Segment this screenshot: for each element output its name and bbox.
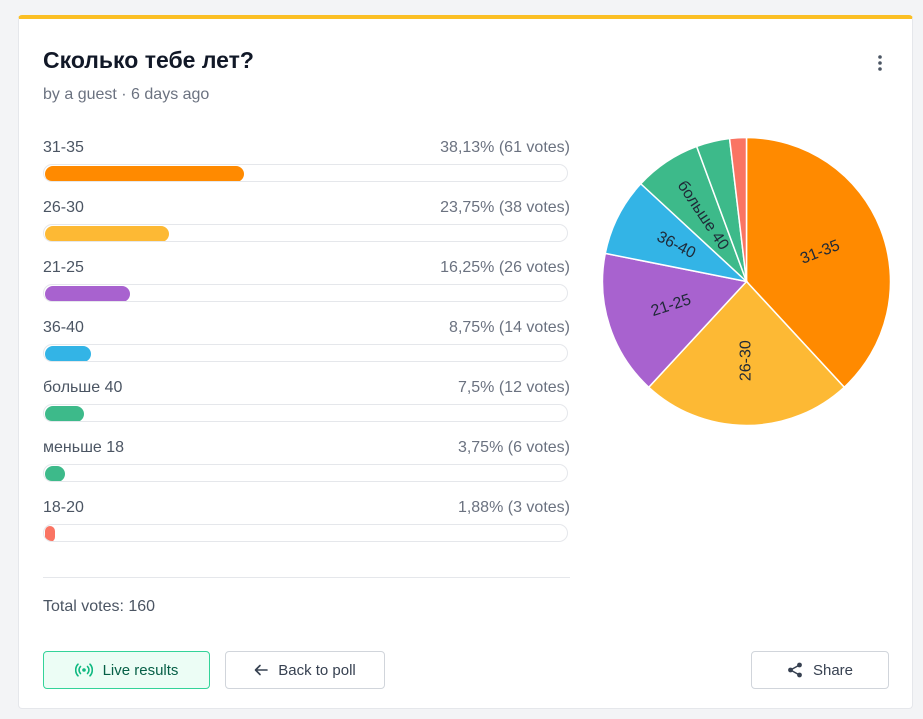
- kebab-menu-icon[interactable]: [870, 52, 890, 74]
- live-broadcast-icon: [74, 663, 93, 677]
- poll-option-bar-fill: [45, 466, 65, 481]
- poll-option-percent: 8,75% (14 votes): [449, 319, 570, 336]
- poll-results-card: Сколько тебе лет? by a guest · 6 days ag…: [18, 15, 913, 709]
- poll-option-row: 18-20 1,88% (3 votes): [43, 497, 570, 557]
- poll-option-row: 36-40 8,75% (14 votes): [43, 317, 570, 377]
- poll-option-label: 18-20: [43, 499, 84, 516]
- live-results-button[interactable]: Live results: [43, 651, 210, 689]
- poll-option-percent: 3,75% (6 votes): [457, 439, 570, 456]
- poll-option-bar-track: [43, 344, 568, 362]
- poll-option-label: больше 40: [43, 379, 123, 396]
- poll-option-row: 26-30 23,75% (38 votes): [43, 197, 570, 257]
- poll-option-percent: 1,88% (3 votes): [457, 499, 570, 516]
- poll-option-bar-fill: [45, 226, 170, 241]
- poll-option-bar-track: [43, 464, 568, 482]
- poll-options-list: 31-35 38,13% (61 votes) 26-30 23,75% (38 vo…: [43, 137, 570, 557]
- poll-option-percent: 38,13% (61 votes): [440, 139, 570, 156]
- poll-option-label: 26-30: [43, 199, 84, 216]
- poll-option-row: больше 40 7,5% (12 votes): [43, 377, 570, 437]
- poll-option-header: меньше 18 3,75% (6 votes): [43, 437, 570, 459]
- poll-option-header: больше 40 7,5% (12 votes): [43, 377, 570, 399]
- arrow-left-icon: [254, 664, 269, 676]
- poll-meta: by a guest · 6 days ago: [43, 86, 210, 103]
- poll-option-bar-track: [43, 524, 568, 542]
- pie-slice: [728, 136, 748, 282]
- poll-option-label: 21-25: [43, 259, 84, 276]
- poll-option-percent: 7,5% (12 votes): [457, 379, 570, 396]
- poll-option-label: 31-35: [43, 139, 84, 156]
- poll-option-bar-track: [43, 224, 568, 242]
- poll-option-header: 26-30 23,75% (38 votes): [43, 197, 570, 219]
- share-button[interactable]: Share: [751, 651, 889, 689]
- poll-option-bar-fill: [45, 166, 245, 181]
- poll-option-header: 36-40 8,75% (14 votes): [43, 317, 570, 339]
- back-to-poll-button[interactable]: Back to poll: [225, 651, 385, 689]
- poll-option-bar-fill: [45, 406, 85, 421]
- poll-option-percent: 23,75% (38 votes): [440, 199, 570, 216]
- pie-slice: [647, 280, 846, 427]
- live-results-label: Live results: [102, 661, 179, 679]
- poll-option-header: 21-25 16,25% (26 votes): [43, 257, 570, 279]
- pie-slice: [745, 136, 892, 389]
- poll-option-row: 21-25 16,25% (26 votes): [43, 257, 570, 317]
- poll-option-label: меньше 18: [43, 439, 125, 456]
- pie-slice-label: 26-30: [738, 340, 755, 381]
- share-icon: [787, 662, 803, 678]
- share-label: Share: [812, 661, 854, 679]
- back-to-poll-label: Back to poll: [278, 661, 356, 679]
- poll-option-bar-track: [43, 164, 568, 182]
- poll-option-label: 36-40: [43, 319, 84, 336]
- total-votes: Total votes: 160: [43, 598, 156, 615]
- poll-option-bar-fill: [45, 526, 55, 541]
- pie-slice: [601, 252, 748, 389]
- poll-option-header: 18-20 1,88% (3 votes): [43, 497, 570, 519]
- poll-option-bar-fill: [45, 286, 130, 301]
- poll-option-row: 31-35 38,13% (61 votes): [43, 137, 570, 197]
- poll-option-bar-track: [43, 404, 568, 422]
- poll-option-bar-track: [43, 284, 568, 302]
- poll-option-bar-fill: [45, 346, 91, 361]
- poll-option-percent: 16,25% (26 votes): [440, 259, 570, 276]
- poll-title: Сколько тебе лет?: [43, 47, 254, 73]
- poll-option-row: меньше 18 3,75% (6 votes): [43, 437, 570, 497]
- poll-option-header: 31-35 38,13% (61 votes): [43, 137, 570, 159]
- divider: [43, 577, 570, 578]
